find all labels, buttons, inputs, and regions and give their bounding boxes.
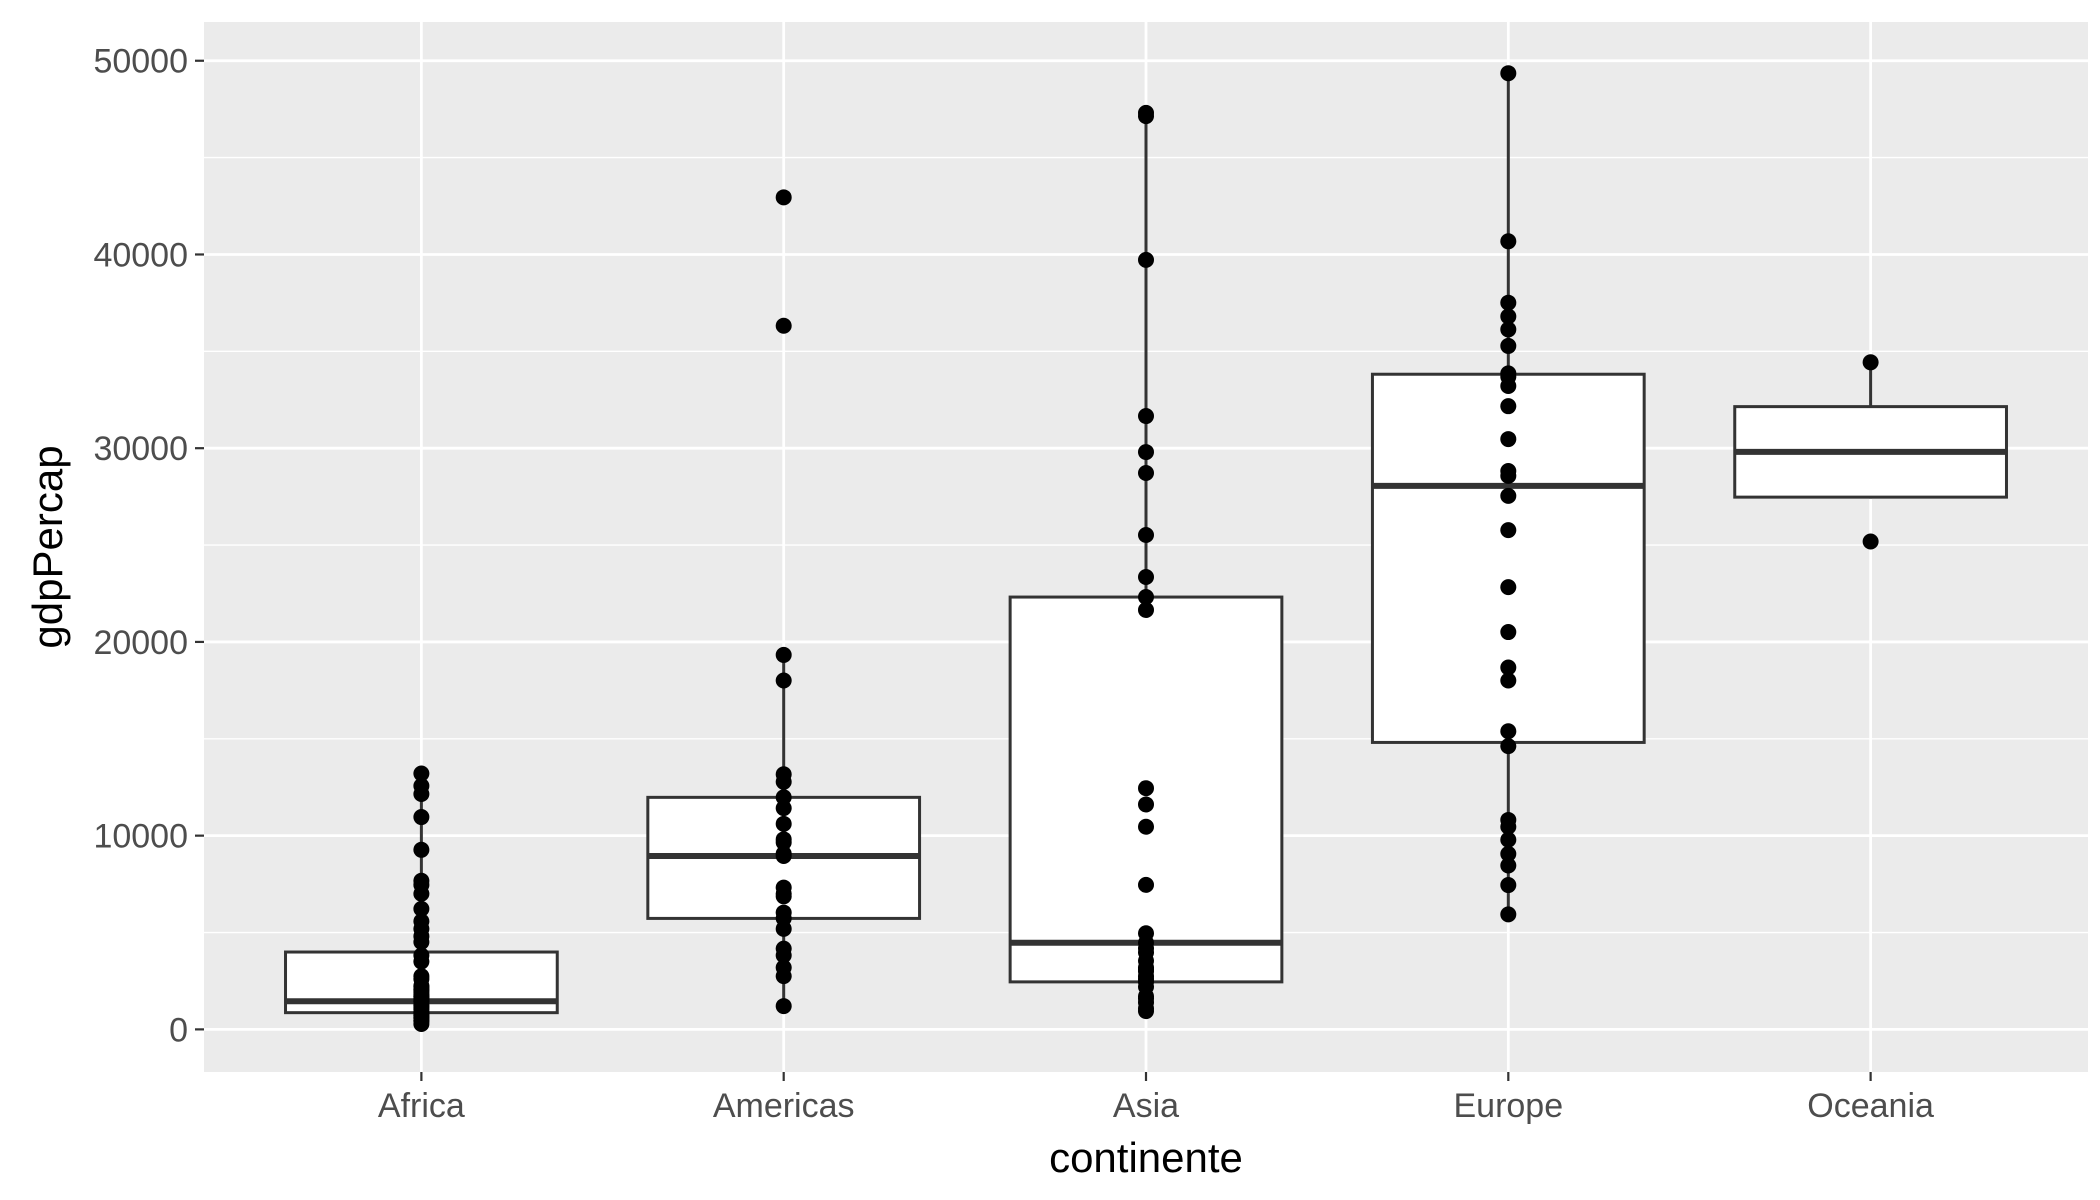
x-axis-title: continente — [1049, 1134, 1243, 1181]
data-point — [1500, 398, 1517, 415]
data-point — [775, 672, 792, 689]
x-tick-label: Oceania — [1807, 1087, 1934, 1125]
data-point — [1500, 308, 1517, 325]
data-point — [1138, 104, 1154, 121]
data-point — [1500, 831, 1517, 848]
data-point — [1500, 845, 1517, 862]
data-point — [1138, 444, 1154, 461]
data-point — [775, 766, 792, 783]
data-point — [775, 317, 792, 334]
data-point — [1500, 463, 1517, 480]
y-axis-title: gdpPercap — [24, 445, 71, 648]
data-point — [1500, 811, 1517, 828]
data-point — [1500, 321, 1517, 338]
box-oceania — [1733, 362, 2008, 499]
data-point — [413, 809, 430, 826]
data-point — [775, 959, 792, 976]
data-point — [775, 189, 792, 206]
data-point — [1138, 796, 1154, 813]
data-point — [1500, 579, 1517, 596]
data-point — [1500, 857, 1517, 874]
y-tick-label: 40000 — [93, 236, 188, 274]
data-point — [413, 872, 430, 889]
y-tick-label: 50000 — [93, 43, 188, 81]
data-point — [775, 845, 792, 862]
y-tick-label: 10000 — [93, 818, 188, 856]
data-point — [413, 913, 430, 930]
data-point — [1138, 464, 1154, 481]
data-point — [1138, 251, 1154, 268]
data-point — [1862, 533, 1879, 550]
x-tick-label: Asia — [1113, 1087, 1179, 1125]
y-tick-label: 30000 — [93, 430, 188, 468]
data-point — [775, 831, 792, 848]
data-point — [1138, 876, 1154, 893]
data-point — [1500, 877, 1517, 894]
data-point — [1500, 365, 1517, 382]
data-point — [1138, 601, 1154, 618]
data-point — [1500, 233, 1517, 250]
x-tick-label: Africa — [378, 1087, 465, 1125]
data-point — [775, 940, 792, 957]
data-point — [413, 900, 430, 917]
data-point — [1138, 408, 1154, 425]
data-point — [1500, 672, 1517, 689]
data-point — [775, 789, 792, 806]
y-tick-label: 20000 — [93, 624, 188, 662]
data-point — [1500, 294, 1517, 311]
data-point — [413, 777, 430, 794]
data-point — [1138, 925, 1154, 942]
data-point — [1138, 569, 1154, 586]
y-tick-label: 0 — [169, 1011, 188, 1049]
data-point — [775, 998, 792, 1015]
data-point — [1138, 780, 1154, 797]
data-point — [1500, 659, 1517, 676]
data-point — [1138, 588, 1154, 605]
data-point — [413, 841, 430, 858]
point-layer — [413, 65, 1879, 1033]
data-point — [1500, 431, 1517, 448]
data-point — [775, 815, 792, 832]
data-point — [1500, 624, 1517, 641]
data-point — [1500, 487, 1517, 504]
data-point — [1500, 522, 1517, 539]
data-point — [413, 968, 430, 985]
data-point — [413, 765, 430, 782]
data-point — [775, 904, 792, 921]
data-point — [1500, 337, 1517, 354]
x-tick-label: Europe — [1453, 1087, 1563, 1125]
data-point — [1138, 818, 1154, 835]
data-point — [1500, 738, 1517, 755]
x-tick-label: Americas — [713, 1087, 855, 1125]
data-point — [1500, 723, 1517, 740]
data-point — [775, 646, 792, 663]
data-point — [413, 947, 430, 964]
data-point — [1500, 906, 1517, 923]
data-point — [1138, 526, 1154, 543]
data-point — [775, 879, 792, 896]
x-axis: Africa Americas Asia Europe Oceania — [378, 1072, 1934, 1125]
data-point — [1500, 65, 1517, 82]
y-axis: 0 10000 20000 30000 40000 50000 — [93, 43, 204, 1049]
data-point — [1862, 354, 1879, 371]
